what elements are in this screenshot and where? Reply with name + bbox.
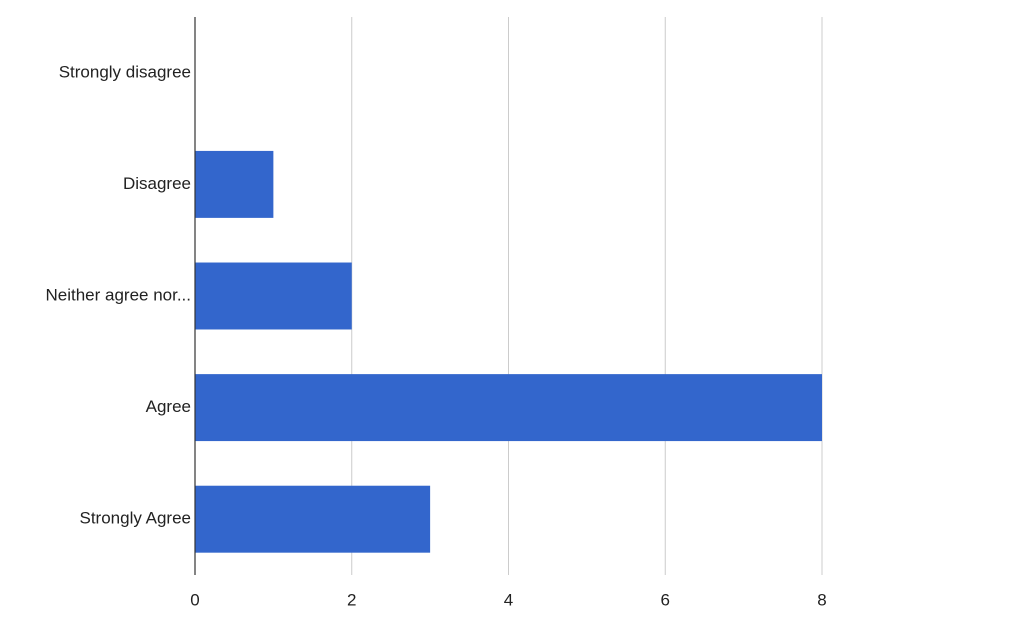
y-tick-label: Neither agree nor... <box>45 285 191 304</box>
bar <box>195 485 431 553</box>
x-tick-label: 0 <box>190 590 199 609</box>
x-tick-label: 2 <box>347 590 356 609</box>
y-tick-label: Strongly disagree <box>59 62 191 81</box>
x-tick-label: 8 <box>817 590 826 609</box>
x-tick-label: 6 <box>661 590 670 609</box>
y-tick-label: Strongly Agree <box>79 509 191 528</box>
bar <box>195 262 352 330</box>
x-tick-label: 4 <box>504 590 513 609</box>
bar <box>195 150 274 218</box>
y-tick-label: Disagree <box>123 174 191 193</box>
y-tick-label: Agree <box>146 397 191 416</box>
bar <box>195 374 822 442</box>
